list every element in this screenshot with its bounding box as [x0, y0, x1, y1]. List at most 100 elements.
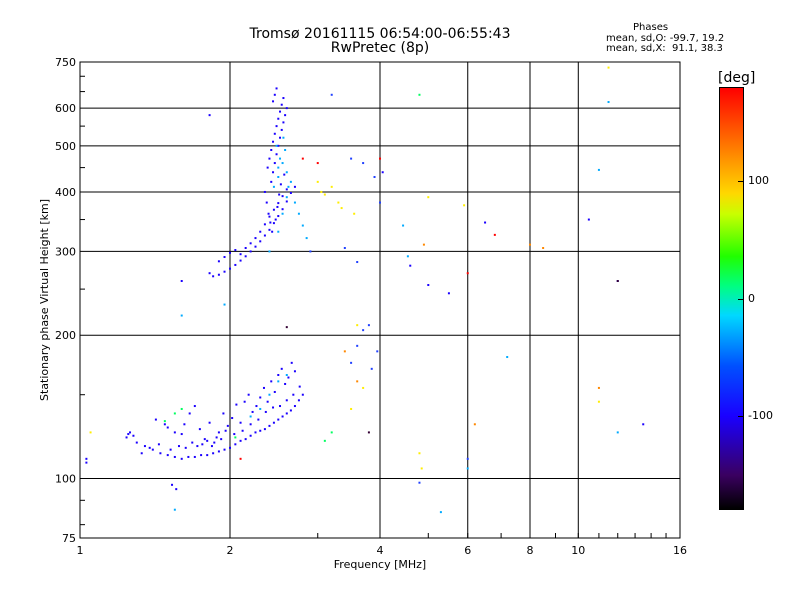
data-point — [203, 438, 206, 441]
data-point — [297, 212, 300, 215]
data-point — [379, 201, 381, 204]
data-point — [289, 191, 292, 194]
data-point — [234, 436, 237, 439]
data-point — [506, 356, 509, 359]
colorbar-tick-label: 100 — [748, 174, 769, 187]
data-point — [223, 270, 226, 273]
data-point — [254, 431, 257, 434]
data-point — [249, 242, 252, 245]
data-point — [277, 230, 280, 233]
data-point — [268, 393, 271, 396]
data-point — [277, 215, 280, 218]
data-point — [597, 386, 600, 389]
data-point — [277, 175, 280, 178]
data-point — [301, 393, 304, 396]
y-tick-label: 300 — [55, 245, 76, 258]
data-point — [350, 407, 353, 410]
data-point — [284, 114, 287, 117]
data-point — [200, 454, 203, 457]
data-point — [241, 429, 244, 432]
data-point — [282, 136, 285, 139]
data-point — [285, 326, 288, 329]
x-tick-label: 16 — [673, 544, 687, 557]
data-point — [493, 233, 496, 236]
data-point — [157, 443, 160, 446]
data-point — [208, 272, 211, 275]
data-point — [212, 275, 215, 278]
data-point — [272, 185, 275, 188]
data-point — [217, 431, 220, 434]
colorbar-tick-label: 0 — [748, 291, 755, 305]
x-tick-label: 4 — [377, 544, 384, 557]
x-axis-label: Frequency [MHz] — [334, 558, 426, 571]
data-point — [198, 428, 201, 431]
data-point — [196, 445, 199, 448]
data-point — [273, 93, 276, 96]
data-point — [272, 406, 275, 409]
data-point — [281, 195, 284, 198]
data-point — [285, 107, 288, 110]
data-point — [466, 272, 469, 275]
data-point — [206, 454, 209, 457]
data-point — [422, 243, 425, 246]
data-point — [85, 457, 88, 460]
data-point — [587, 218, 590, 221]
data-point — [330, 93, 333, 96]
data-point — [171, 483, 174, 486]
data-point — [239, 421, 242, 424]
data-point — [616, 431, 619, 434]
data-point — [272, 222, 275, 225]
y-tick-label: 400 — [55, 186, 76, 199]
data-point — [163, 420, 166, 423]
x-tick-label: 8 — [527, 544, 534, 557]
data-point — [183, 423, 186, 426]
grid — [79, 61, 681, 539]
data-point — [418, 452, 421, 455]
data-point — [297, 399, 300, 402]
data-point — [129, 431, 132, 434]
y-axis-label: Stationary phase Virtual Height [km] — [38, 199, 51, 401]
data-point — [251, 410, 254, 413]
data-point — [217, 450, 220, 453]
data-point — [231, 417, 234, 420]
data-point — [285, 412, 288, 415]
data-point — [607, 66, 610, 69]
data-point — [282, 97, 285, 100]
data-point — [367, 324, 370, 327]
data-point — [213, 441, 216, 444]
chart-subtitle: RwPretec (8p) — [330, 40, 430, 56]
data-point — [350, 157, 353, 160]
data-point — [201, 443, 204, 446]
data-point — [362, 162, 365, 165]
data-point — [418, 93, 421, 96]
colorbar-tick-mark — [738, 181, 744, 182]
data-point — [356, 261, 359, 264]
data-point — [177, 445, 180, 448]
data-point — [259, 230, 262, 233]
data-point — [244, 255, 247, 258]
data-point — [305, 237, 308, 240]
data-point — [132, 434, 135, 437]
data-point — [285, 188, 288, 191]
data-point — [223, 256, 226, 259]
data-point — [275, 144, 278, 147]
data-point — [263, 223, 266, 226]
data-point — [463, 204, 466, 207]
data-point — [356, 324, 359, 327]
y-tick-label: 500 — [55, 140, 76, 153]
data-point — [277, 202, 280, 205]
data-point — [285, 374, 288, 377]
y-tick-label: 100 — [55, 473, 76, 486]
data-point — [282, 121, 285, 124]
data-point — [206, 439, 209, 442]
data-point — [217, 260, 220, 263]
data-point — [180, 457, 183, 460]
data-point — [447, 292, 450, 295]
data-point — [293, 405, 296, 408]
data-point — [223, 303, 226, 306]
data-point — [473, 423, 476, 426]
data-point — [259, 429, 262, 432]
data-point — [290, 361, 293, 364]
data-point — [285, 171, 288, 174]
data-point — [402, 224, 405, 227]
